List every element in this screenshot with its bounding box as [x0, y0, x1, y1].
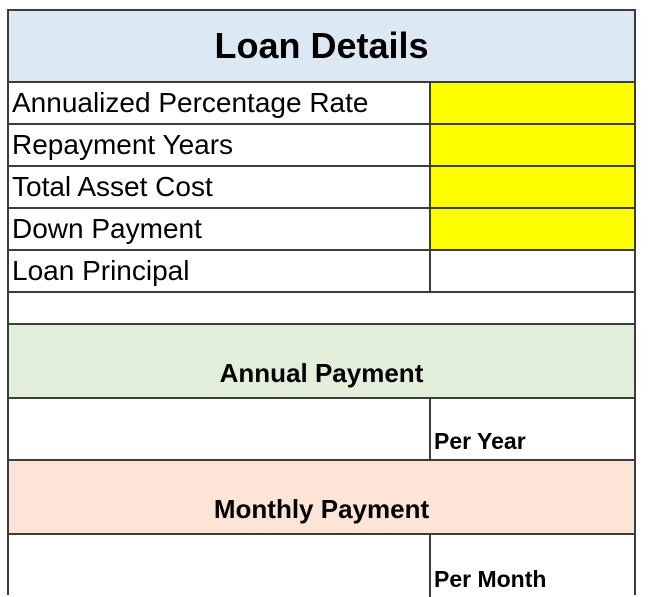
annual-payment-heading: Annual Payment: [9, 325, 634, 399]
total-asset-cost-row: Total Asset Cost: [9, 167, 634, 209]
down-payment-row: Down Payment: [9, 209, 634, 251]
per-year-label: Per Year: [434, 428, 526, 454]
apr-label: Annualized Percentage Rate: [9, 83, 431, 123]
total-asset-cost-input[interactable]: [431, 167, 634, 207]
repayment-years-label: Repayment Years: [9, 125, 431, 165]
loan-principal-label: Loan Principal: [9, 251, 431, 291]
loan-details-table: Loan Details Annualized Percentage Rate …: [7, 9, 636, 597]
repayment-years-row: Repayment Years: [9, 125, 634, 167]
per-month-label: Per Month: [434, 566, 547, 592]
spacer-row: [9, 293, 634, 325]
monthly-payment-row: Per Month: [9, 535, 634, 597]
loan-principal-value: [431, 251, 634, 291]
repayment-years-input[interactable]: [431, 125, 634, 165]
monthly-payment-heading: Monthly Payment: [9, 461, 634, 535]
down-payment-input[interactable]: [431, 209, 634, 249]
table-title: Loan Details: [9, 11, 634, 83]
total-asset-cost-label: Total Asset Cost: [9, 167, 431, 207]
loan-principal-row: Loan Principal: [9, 251, 634, 293]
apr-row: Annualized Percentage Rate: [9, 83, 634, 125]
annual-payment-row: Per Year: [9, 399, 634, 461]
down-payment-label: Down Payment: [9, 209, 431, 249]
monthly-payment-value: [9, 535, 431, 597]
annual-payment-value: [9, 399, 431, 459]
apr-input[interactable]: [431, 83, 634, 123]
